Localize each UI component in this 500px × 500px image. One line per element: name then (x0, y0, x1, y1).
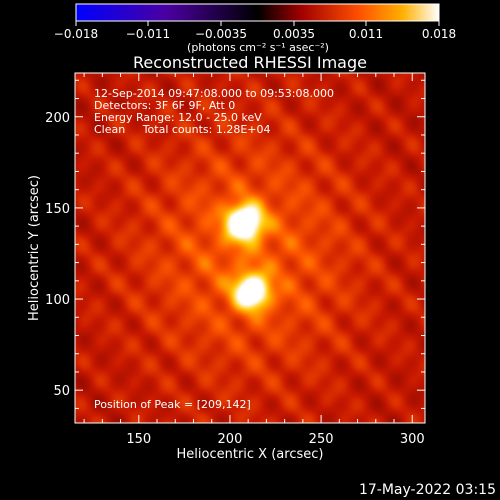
x-tick-label: 250 (309, 432, 334, 447)
colorbar-tick-label: 0.0035 (273, 27, 315, 41)
x-axis-label: Heliocentric X (arcsec) (177, 447, 324, 462)
x-tick-label: 150 (126, 432, 151, 447)
plot-frame (74, 72, 426, 424)
colorbar-tick-label: −0.011 (126, 27, 170, 41)
x-axis-ticks (83, 73, 413, 423)
colorbar-units: (photons cm⁻² s⁻¹ asec⁻²) (187, 41, 329, 54)
info-time-range: 12-Sep-2014 09:47:08.000 to 09:53:08.000 (94, 87, 334, 100)
colorbar-tick-label: 0.018 (422, 27, 456, 41)
colorbar-tick-label: −0.018 (54, 27, 98, 41)
y-axis-ticks (75, 79, 425, 409)
colorbar-ticks (75, 21, 440, 26)
info-detectors: Detectors: 3F 6F 9F, Att 0 (94, 99, 235, 112)
footer-date: 17-May-2022 03:15 (359, 482, 496, 498)
heatmap-image (75, 73, 425, 423)
info-energy-range: Energy Range: 12.0 - 25.0 keV (94, 111, 262, 124)
chart-title: Reconstructed RHESSI Image (133, 53, 367, 72)
info-clean-counts: Clean Total counts: 1.28E+04 (94, 123, 271, 136)
x-tick-label: 300 (400, 432, 425, 447)
colorbar-tick-label: −0.0035 (195, 27, 247, 41)
y-tick-label: 100 (45, 293, 70, 308)
y-tick-label: 200 (45, 111, 70, 126)
colorbar (75, 3, 440, 22)
y-axis-label: Heliocentric Y (arcsec) (27, 175, 42, 321)
colorbar-tick-label: 0.011 (349, 27, 383, 41)
peak-position-label: Position of Peak = [209,142] (94, 398, 251, 411)
y-tick-label: 150 (45, 202, 70, 217)
y-tick-label: 50 (53, 384, 70, 399)
x-tick-label: 200 (218, 432, 243, 447)
